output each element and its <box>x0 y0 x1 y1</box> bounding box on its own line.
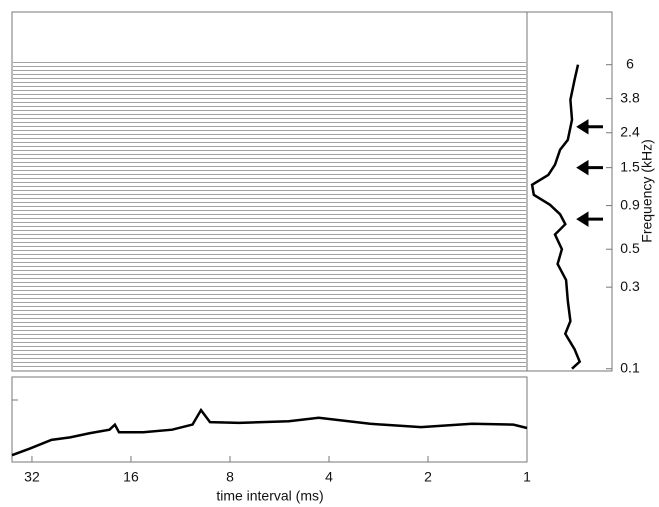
x-tick-label: 8 <box>226 469 234 485</box>
x-tick-label: 16 <box>123 469 139 485</box>
y-tick-label: 0.9 <box>620 196 640 212</box>
x-tick-label: 2 <box>424 469 432 485</box>
arrow <box>576 211 603 227</box>
x-tick-label: 4 <box>325 469 333 485</box>
y-tick-label: 3.8 <box>620 89 640 105</box>
spectrum-line <box>530 64 582 370</box>
waveform-traces <box>13 62 526 370</box>
x-axis-title: time interval (ms) <box>216 488 323 504</box>
bottom-panel <box>11 376 528 463</box>
y-tick-label: 2.4 <box>620 123 640 139</box>
y-tick-label: 0.1 <box>620 359 640 375</box>
spectrum-panel <box>526 11 613 372</box>
y-tick-label: 0.5 <box>620 240 640 256</box>
y-tick-label: 6 <box>626 55 634 71</box>
y-tick-label: 0.3 <box>620 278 640 294</box>
arrow <box>576 119 603 135</box>
x-tick-label: 1 <box>523 469 531 485</box>
y-axis-title: Frequency (kHz) <box>639 139 655 242</box>
y-tick-label: 1.5 <box>620 158 640 174</box>
summary-line <box>11 407 528 457</box>
arrow <box>576 159 603 176</box>
x-tick-label: 32 <box>24 469 40 485</box>
main-panel <box>11 11 528 372</box>
